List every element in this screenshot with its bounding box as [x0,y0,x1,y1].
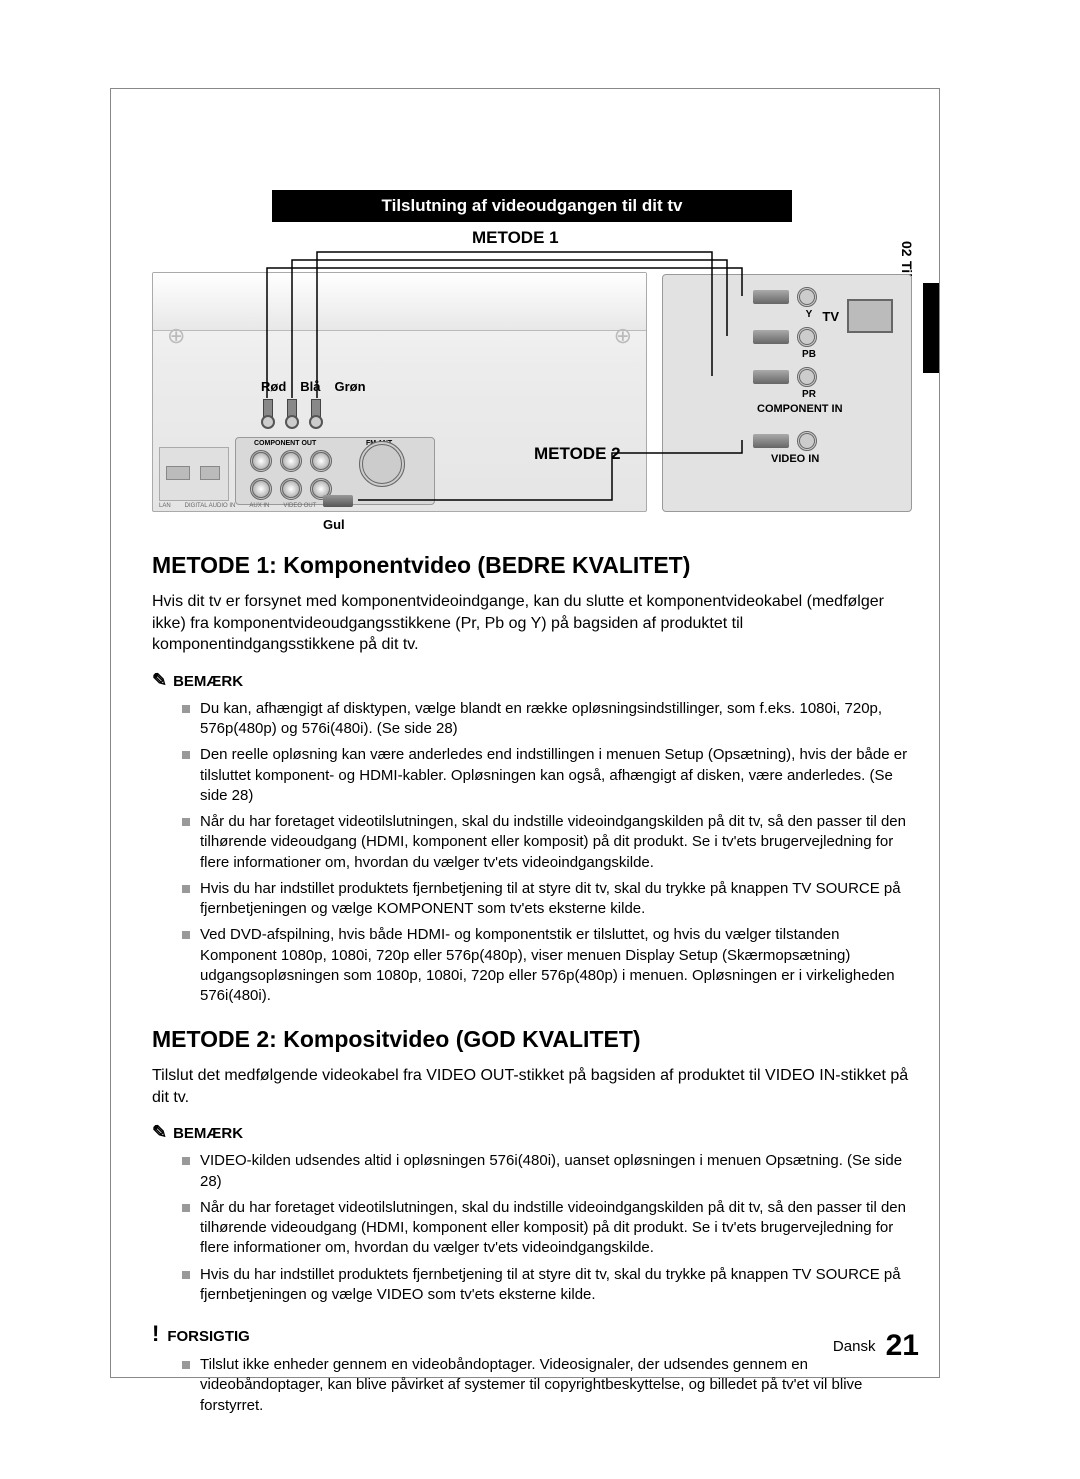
tv-label: TV [822,309,839,324]
jack-blue [285,399,299,431]
port-icon [280,478,302,500]
method2-title: METODE 2: Kompositvideo (GOD KVALITET) [152,1026,912,1053]
jack-green [309,399,323,431]
label-blue: Blå [300,379,320,394]
ring-icon [797,327,817,347]
warn-item: Tilslut ikke enheder gennem en videobånd… [182,1355,912,1416]
connection-diagram: METODE 1 ⊕ ⊕ Rød Blå Grøn COMPONENT OUT [152,228,912,528]
note-item: VIDEO-kilden udsendes altid i opløsninge… [182,1151,912,1192]
note-item: Hvis du har indstillet produktets fjernb… [182,1265,912,1306]
method1-title: METODE 1: Komponentvideo (BEDRE KVALITET… [152,552,912,579]
ring-icon [797,367,817,387]
port-row-top [250,450,332,472]
label-red: Rød [261,379,286,394]
page-content: Tilslutning af videoudgangen til dit tv … [152,190,912,1432]
video-in-label: VIDEO IN [771,453,819,465]
note-item: Når du har foretaget videotilslutningen,… [182,812,912,873]
method2-body: Tilslut det medfølgende videokabel fra V… [152,1065,912,1108]
note-item: Ved DVD-afspilning, hvis både HDMI- og k… [182,925,912,1006]
rca-icon [753,290,789,304]
component-in-label: COMPONENT IN [757,403,843,415]
video-out-label: VIDEO OUT [283,503,316,509]
metode2-label: METODE 2 [534,444,621,464]
component-pr-row: PR [753,367,817,400]
slot-icon [200,466,220,480]
component-out-label: COMPONENT OUT [254,440,316,447]
method1-note-label: BEMÆRK [152,670,912,691]
y-label: Y [801,309,817,320]
component-jacks [261,399,323,431]
video-out-plug [323,495,353,507]
side-black-bar [923,283,939,373]
jack-red [261,399,275,431]
metode1-label: METODE 1 [472,228,559,248]
digital-audio-label: DIGITAL AUDIO IN [185,503,236,509]
screw-icon: ⊕ [614,323,632,349]
method2-note-label: BEMÆRK [152,1122,912,1143]
note-item: Du kan, afhængigt af disktypen, vælge bl… [182,699,912,740]
port-icon [250,478,272,500]
method1-notes: Du kan, afhængigt af disktypen, vælge bl… [152,699,912,1007]
note-item: Den reelle opløsning kan være anderledes… [182,745,912,806]
slot-icon [166,466,190,480]
bottom-port-labels: LAN DIGITAL AUDIO IN AUX IN VIDEO OUT [159,503,316,509]
ring-icon [797,287,817,307]
lan-label: LAN [159,503,171,509]
device-top [153,273,646,331]
method2-warnings: Tilslut ikke enheder gennem en videobånd… [152,1355,912,1416]
component-color-labels: Rød Blå Grøn [261,379,366,394]
port-icon [250,450,272,472]
pb-label: PB [801,349,817,360]
left-port-block [159,447,229,501]
label-green: Grøn [335,379,366,394]
label-yellow: Gul [323,517,345,532]
rca-icon [753,434,789,448]
video-in-row [753,431,817,451]
rca-icon [753,370,789,384]
device-back-panel: ⊕ ⊕ Rød Blå Grøn COMPONENT OUT FM ANT [152,272,647,512]
tv-icon [847,299,893,333]
component-pb-row: PB [753,327,817,360]
pr-label: PR [801,389,817,400]
ring-icon [797,431,817,451]
method1-body: Hvis dit tv er forsynet med komponentvid… [152,591,912,656]
port-icon [310,450,332,472]
aux-in-label: AUX IN [249,503,269,509]
note-item: Når du har foretaget videotilslutningen,… [182,1198,912,1259]
fm-port-icon [359,441,405,487]
method2-warn-label: FORSIGTIG [152,1321,912,1347]
port-icon [280,450,302,472]
method2-notes: VIDEO-kilden udsendes altid i opløsninge… [152,1151,912,1305]
tv-panel: TV Y PB PR COMPONENT IN VIDEO IN [662,274,912,512]
note-item: Hvis du har indstillet produktets fjernb… [182,879,912,920]
section-title-bar: Tilslutning af videoudgangen til dit tv [272,190,792,222]
rca-icon [753,330,789,344]
screw-icon: ⊕ [167,323,185,349]
port-row-bottom [250,478,332,500]
component-y-row: Y [753,287,817,320]
